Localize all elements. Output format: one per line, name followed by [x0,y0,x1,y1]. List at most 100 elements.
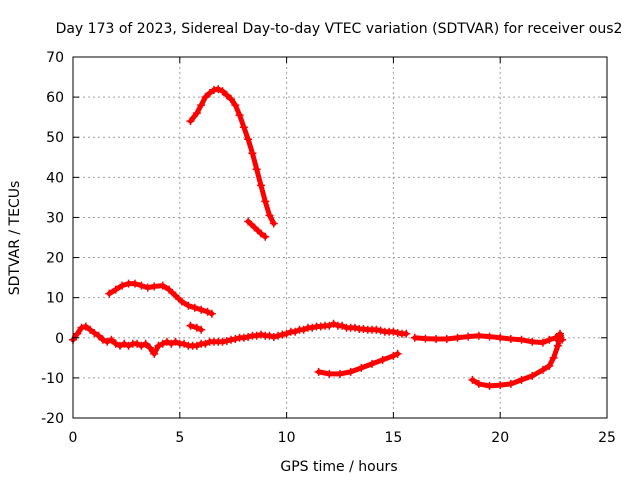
data-point [244,332,253,341]
data-point [496,333,505,342]
data-point [231,101,240,110]
data-point [197,101,206,110]
data-point [150,349,159,358]
data-point [256,330,265,339]
data-point [269,219,278,228]
data-point [94,331,103,340]
data-point [186,321,195,330]
series-line [316,351,401,377]
series-small-segment [186,321,206,334]
data-point [432,334,441,343]
data-point [167,339,176,348]
data-point [453,333,462,342]
x-tick-label: 20 [491,430,509,446]
data-point [107,335,116,344]
data-point [538,365,547,374]
data-point [545,361,554,370]
data-point [378,355,387,364]
data-point [171,291,180,300]
data-point [274,331,283,340]
data-point [105,289,114,298]
data-point [265,331,274,340]
data-point [207,309,216,318]
data-point [103,337,112,346]
data-point [485,332,494,341]
data-point [325,369,334,378]
data-point [197,305,206,314]
data-point [389,327,398,336]
chart-title: Day 173 of 2023, Sidereal Day-to-day VTE… [56,21,623,37]
data-point [357,363,366,372]
data-point [158,281,167,290]
y-tick-label: -20 [41,411,64,427]
data-point [336,369,344,378]
data-point [111,285,120,294]
series-line [187,86,277,226]
plot-frame [72,56,608,419]
data-point [252,331,261,340]
data-point [130,279,139,288]
series-high-arc [186,85,278,228]
data-point [291,327,300,336]
y-tick-label: 0 [55,331,64,347]
data-point [137,341,146,350]
data-point [545,335,554,344]
data-point [485,381,494,390]
data-point [282,329,291,338]
data-point [256,181,265,190]
series-baseline-late [410,329,567,347]
series-line [106,281,215,317]
data-point [250,223,259,232]
data-point [184,301,193,310]
data-point [205,89,214,98]
data-point [192,341,201,350]
data-point [350,323,359,332]
data-point [227,335,236,344]
data-point [197,325,206,334]
data-point [346,367,355,376]
data-point [192,323,201,332]
data-point [192,109,201,118]
grid-lines [73,57,607,418]
data-point [235,111,244,120]
data-point [98,335,107,344]
data-point [244,135,253,144]
data-point [421,334,430,343]
y-tick-label: -10 [41,371,64,387]
data-point [474,379,483,388]
data-point [115,341,124,350]
data-point [528,337,537,346]
data-point [186,117,195,126]
data-point [248,149,257,158]
data-point [190,303,199,312]
data-point [506,334,515,343]
data-point [73,329,82,338]
y-axis-label: SDTVAR / TECUs [7,181,23,296]
data-point [231,334,240,343]
data-point [553,341,562,350]
data-point [154,341,163,350]
x-tick-label: 25 [598,430,616,446]
y-tick-label: 30 [46,210,64,226]
data-point [133,339,142,348]
data-point [244,217,253,226]
data-point [218,337,227,346]
data-point [150,282,159,291]
data-point [120,339,129,348]
data-point [111,339,120,348]
series-mid-arc [105,279,216,318]
data-point [90,328,99,337]
x-tick-label: 15 [384,430,402,446]
data-point [77,323,86,332]
y-tick-label: 10 [46,291,64,307]
data-point [239,333,248,342]
data-point [86,325,95,334]
data-point [252,165,261,174]
data-point [442,334,451,343]
data-point [329,319,338,328]
data-point [201,93,210,102]
data-point [180,339,189,348]
data-point [402,329,411,338]
series-neg-arc-1 [314,349,402,378]
data-point [141,339,150,348]
